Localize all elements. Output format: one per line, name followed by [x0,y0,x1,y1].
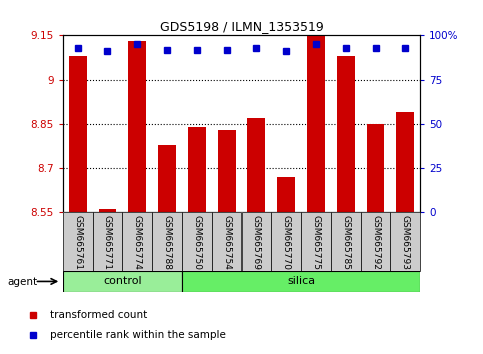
Bar [331,212,361,271]
Bar [390,212,420,271]
Bar [188,127,206,212]
Text: agent: agent [7,278,37,287]
Text: transformed count: transformed count [50,310,147,320]
Text: GSM665788: GSM665788 [163,215,171,270]
Bar [247,118,265,212]
Title: GDS5198 / ILMN_1353519: GDS5198 / ILMN_1353519 [159,20,324,33]
Bar [361,212,390,271]
Bar [93,212,122,271]
Text: GSM665774: GSM665774 [133,215,142,270]
Bar [271,212,301,271]
Bar [63,271,182,292]
Text: GSM665770: GSM665770 [282,215,291,270]
Bar [122,212,152,271]
Text: GSM665754: GSM665754 [222,215,231,270]
Bar [99,210,116,212]
Text: GSM665761: GSM665761 [73,215,82,270]
Bar [242,212,271,271]
Text: GSM665769: GSM665769 [252,215,261,270]
Text: GSM665750: GSM665750 [192,215,201,270]
Text: GSM665771: GSM665771 [103,215,112,270]
Bar [128,41,146,212]
Text: GSM665785: GSM665785 [341,215,350,270]
Bar [337,56,355,212]
Text: GSM665775: GSM665775 [312,215,320,270]
Bar [301,212,331,271]
Text: control: control [103,276,142,286]
Text: GSM665792: GSM665792 [371,215,380,270]
Bar [218,130,236,212]
Text: GSM665793: GSM665793 [401,215,410,270]
Bar [277,177,295,212]
Bar [182,271,420,292]
Text: silica: silica [287,276,315,286]
Bar [69,56,86,212]
Bar [212,212,242,271]
Text: percentile rank within the sample: percentile rank within the sample [50,330,226,341]
Bar [367,124,384,212]
Bar [152,212,182,271]
Bar [63,212,93,271]
Bar [158,144,176,212]
Bar [182,212,212,271]
Bar [307,35,325,212]
Bar [397,112,414,212]
